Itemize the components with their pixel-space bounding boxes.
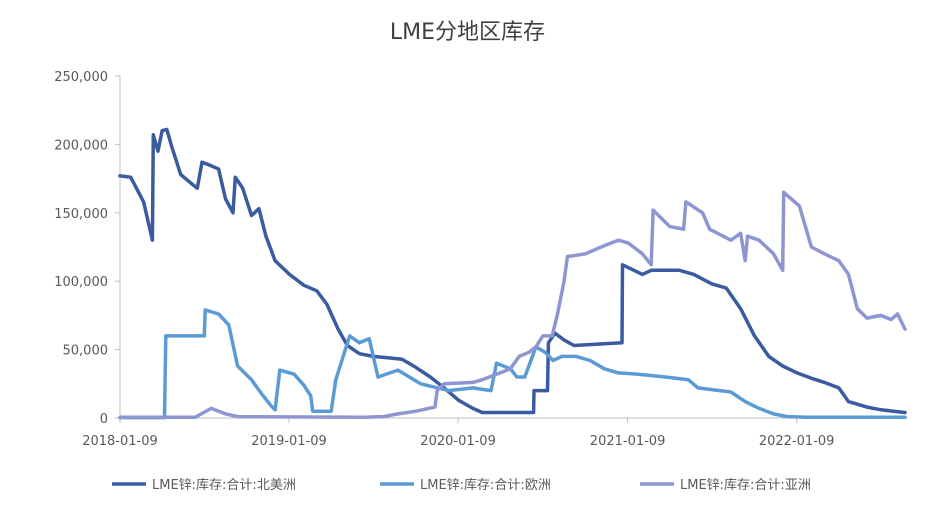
legend-label-2: LME锌:库存:合计:欧洲	[420, 477, 551, 493]
y-tick-label: 200,000	[54, 138, 108, 153]
y-tick-label: 250,000	[54, 70, 108, 85]
x-tick-label: 2022-01-09	[759, 434, 835, 449]
legend-label-3: LME锌:库存:合计:亚洲	[680, 477, 811, 493]
y-axis: 250,000 200,000 150,000 100,000 50,000 0	[54, 70, 121, 427]
x-tick-label: 2018-01-09	[82, 434, 158, 449]
chart-title: LME分地区库存	[389, 20, 546, 45]
x-tick-label: 2021-01-09	[590, 434, 666, 449]
series-line-1	[118, 127, 907, 415]
x-tick-label: 2020-01-09	[420, 434, 496, 449]
y-tick-label: 100,000	[54, 275, 108, 290]
y-tick-label: 50,000	[63, 344, 109, 359]
y-tick-label: 150,000	[54, 207, 108, 222]
series-layer	[118, 127, 907, 420]
series-line-3	[118, 190, 907, 420]
legend-label-1: LME锌:库存:合计:北美洲	[152, 477, 296, 493]
y-tick-label: 0	[100, 412, 108, 427]
x-tick-label: 2019-01-09	[251, 434, 327, 449]
series-line-2	[118, 308, 907, 420]
legend: LME锌:库存:合计:北美洲 LME锌:库存:合计:欧洲 LME锌:库存:合计:亚洲	[112, 477, 811, 493]
x-axis: 2018-01-09 2019-01-09 2020-01-09 2021-01-09…	[82, 417, 905, 449]
